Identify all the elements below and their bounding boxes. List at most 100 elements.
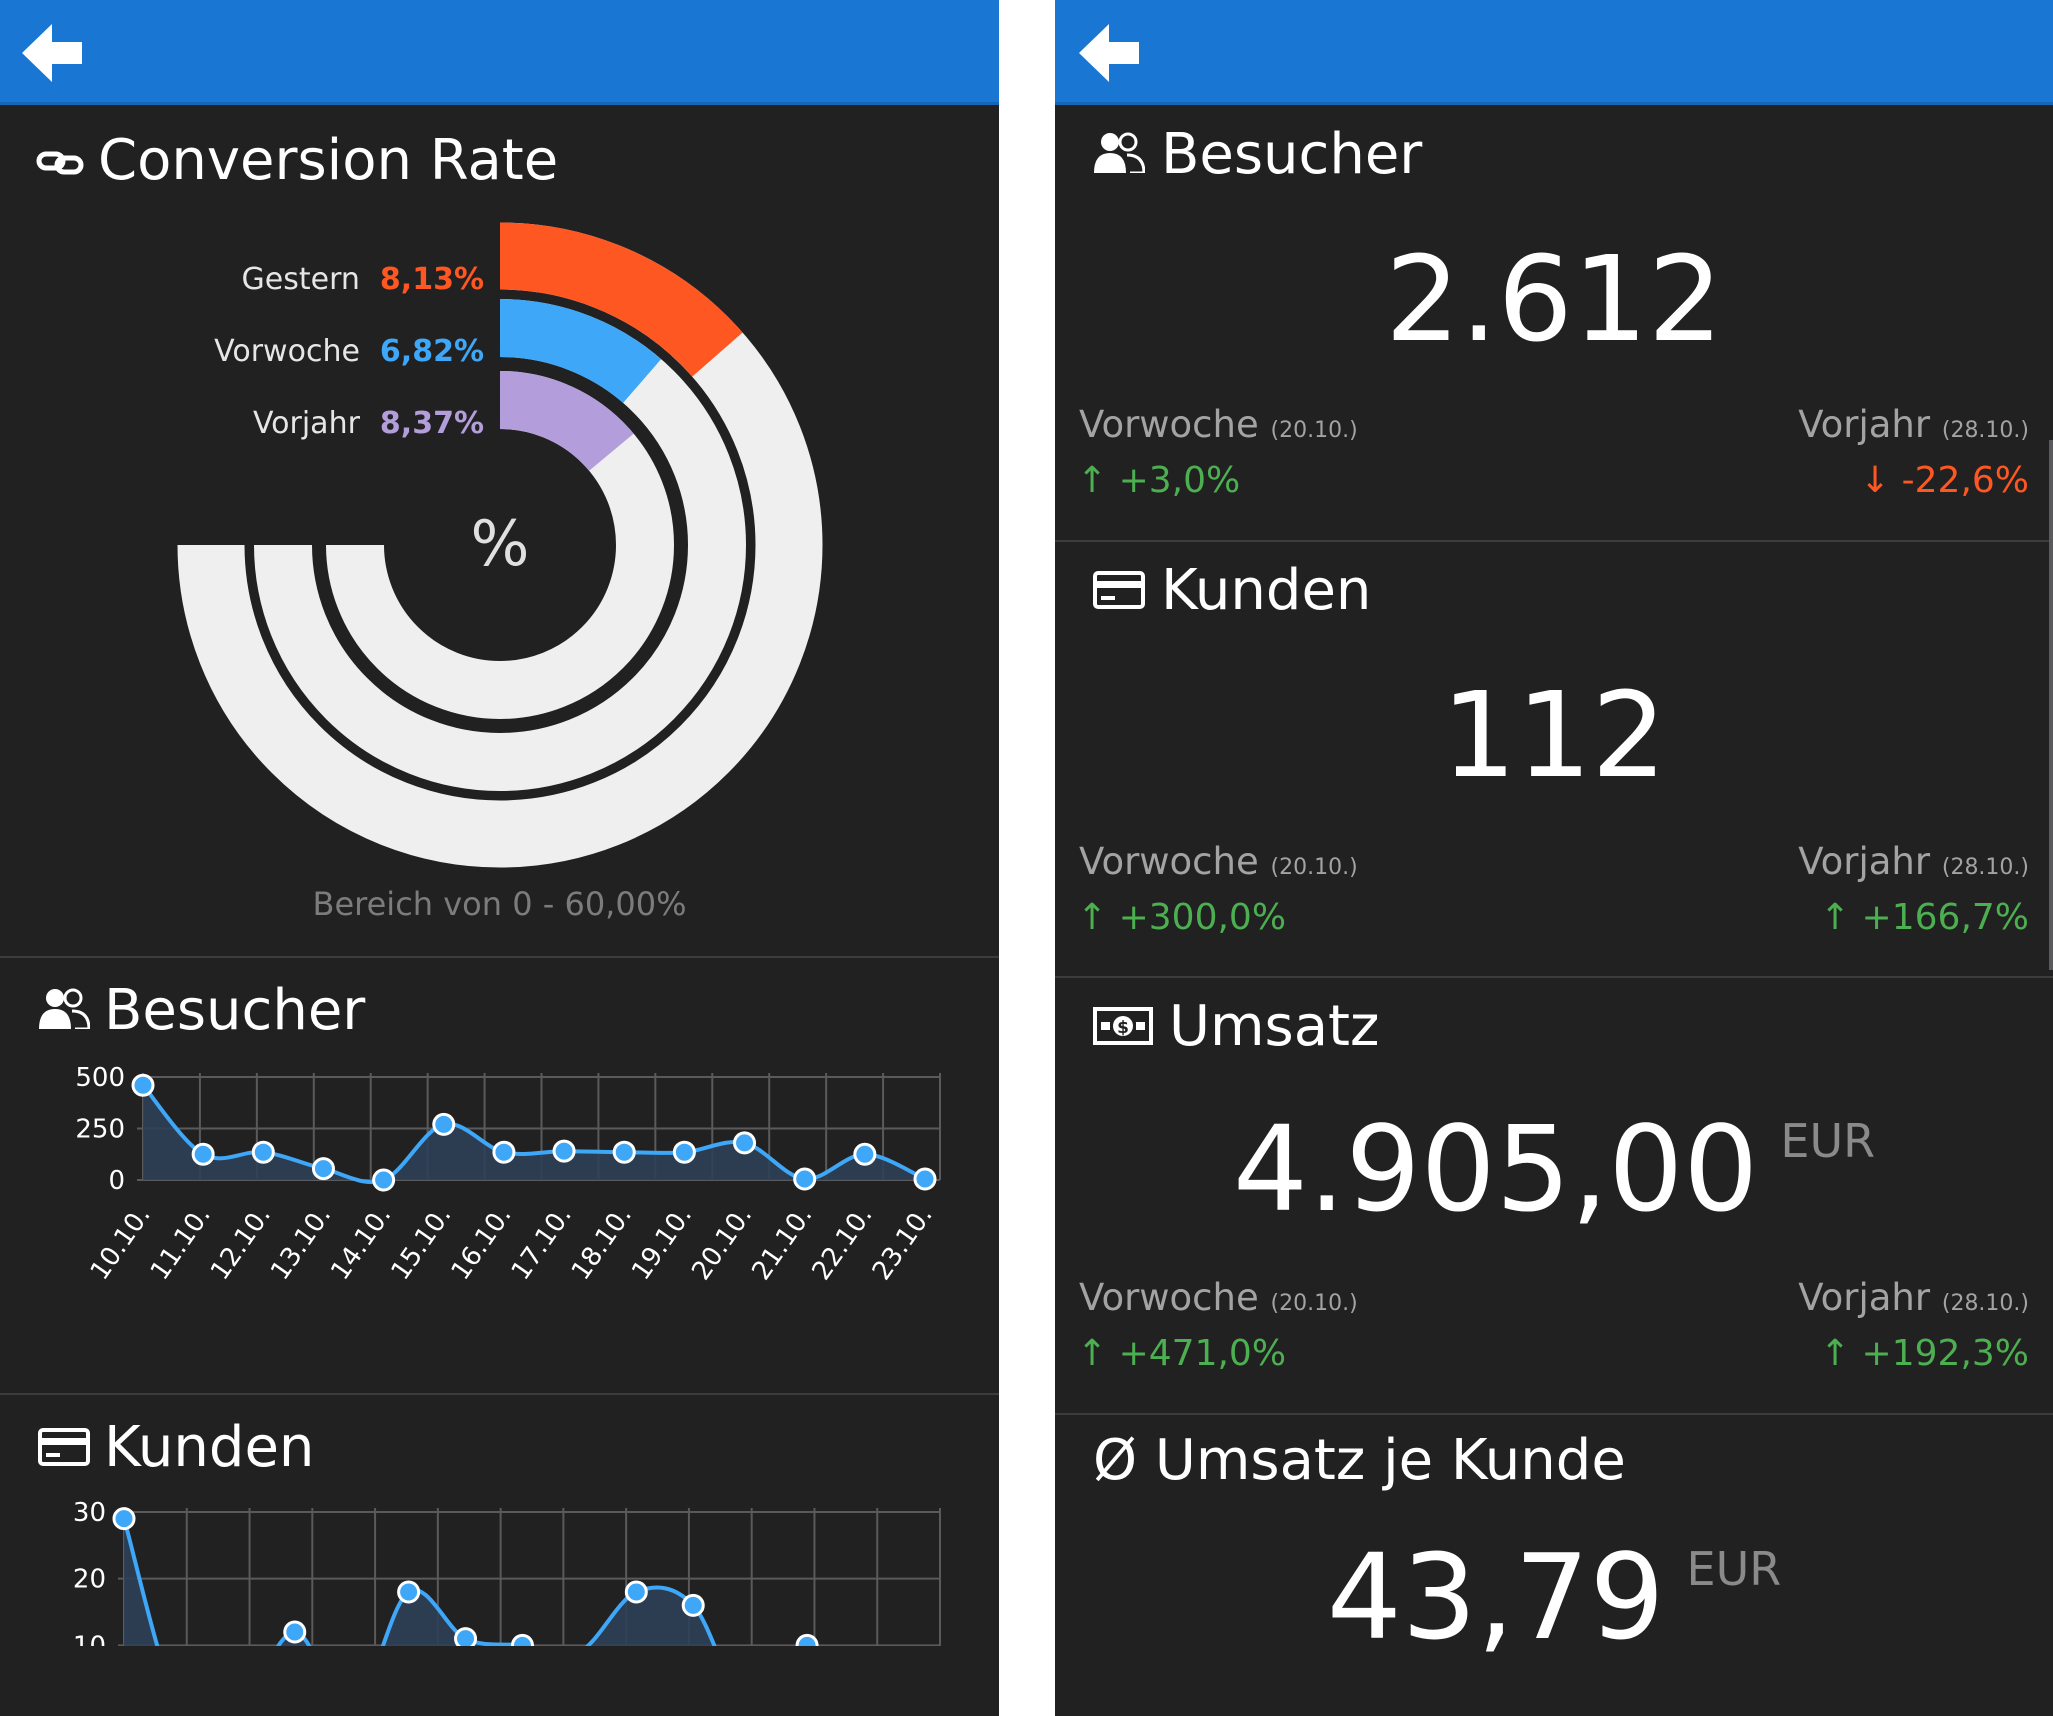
y-tick-label: 250 [75,1115,125,1145]
y-tick-label: 20 [73,1565,106,1595]
data-point[interactable] [283,1620,307,1644]
umsatz-cmp-vorjahr-value: ↑ +192,3% [1819,1333,2029,1374]
right-screen: Besucher 2.612 Vorwoche (20.10.) Vorjahr… [1055,0,2053,1716]
data-point[interactable] [681,1593,705,1617]
area-fill [124,1518,810,1646]
back-arrow-icon [22,24,82,82]
divider [1055,976,2053,978]
umsatz-title: $ Umsatz [1093,994,1379,1059]
kunden-cmp-vorjahr-label: Vorjahr (28.10.) [1798,840,2029,883]
ring-value-vorjahr [499,371,634,472]
data-point[interactable] [672,1140,696,1164]
percent-symbol: % [471,507,530,580]
umsatz-cmp-vorwoche-label: Vorwoche (20.10.) [1079,1276,1358,1319]
credit-card-icon [38,1415,90,1480]
x-tick-label: 13.10. [265,1201,337,1286]
conversion-rate-title: Conversion Rate [36,128,558,193]
x-tick-label: 18.10. [566,1201,638,1286]
besucher-cmp-vorwoche-value: ↑ +3,0% [1077,460,1241,501]
back-arrow-icon [1079,24,1139,82]
umsatz-cmp-vorjahr-label: Vorjahr (28.10.) [1798,1276,2029,1319]
legend-vorjahr: Vorjahr 8,37% [252,406,484,441]
kunden-cmp-vorwoche-label: Vorwoche (20.10.) [1079,840,1358,883]
back-button-left[interactable] [22,24,88,82]
kunden-cmp-vorwoche-value: ↑ +300,0% [1077,897,1287,938]
besucher-title: Besucher [1093,122,1422,187]
ring-value-vorwoche [499,299,662,404]
kunden-title: Kunden [1093,558,1371,623]
x-tick-label: 23.10. [867,1201,939,1286]
data-point[interactable] [552,1139,576,1163]
data-point[interactable] [432,1112,456,1136]
legend-gestern: Gestern 8,13% [241,262,484,297]
data-point[interactable] [612,1140,636,1164]
x-tick-label: 19.10. [626,1201,698,1286]
besucher-chart-title: Besucher [38,978,365,1043]
data-point[interactable] [191,1142,215,1166]
data-point[interactable] [251,1140,275,1164]
umsatz-je-kunde-value: 43,79 EUR [1326,1528,1782,1666]
divider [0,956,999,958]
link-icon [36,128,84,193]
y-tick-label: 0 [108,1166,125,1196]
range-text: Bereich von 0 - 60,00% [312,885,687,923]
y-tick-label: 10 [73,1631,106,1646]
area-fill [143,1085,925,1183]
besucher-cmp-vorjahr-value: ↓ -22,6% [1860,460,2029,501]
besucher-cmp-vorjahr-label: Vorjahr (28.10.) [1798,403,2029,446]
x-tick-label: 16.10. [446,1201,518,1286]
left-screen: Conversion Rate Gestern 8,13% Vorwoche 6… [0,0,999,1716]
app-bar-right [1055,0,2053,105]
umsatz-value: 4.905,00 EUR [1232,1100,1876,1238]
kunden-line-chart: 30 20 10 [73,1498,941,1646]
divider [1055,1413,2053,1415]
umsatz-unit: EUR [1780,1114,1876,1168]
x-tick-label: 12.10. [205,1201,277,1286]
ring-value-gestern [499,222,743,378]
y-tick-label: 30 [73,1498,106,1528]
x-tick-label: 15.10. [385,1201,457,1286]
besucher-value: 2.612 [1385,230,1723,368]
divider [0,1393,999,1395]
data-point[interactable] [372,1168,396,1192]
data-point[interactable] [510,1633,534,1646]
data-point[interactable] [397,1580,421,1604]
data-point[interactable] [131,1073,155,1097]
data-point[interactable] [733,1131,757,1155]
svg-text:$: $ [1117,1018,1129,1038]
x-tick-label: 21.10. [746,1201,818,1286]
scrollbar[interactable] [2049,440,2053,970]
data-point[interactable] [112,1507,136,1531]
x-tick-label: 20.10. [686,1201,758,1286]
series-line [122,1518,816,1646]
x-tick-label: 14.10. [325,1201,397,1286]
users-icon [38,978,91,1043]
data-point[interactable] [913,1167,937,1191]
data-point[interactable] [624,1580,648,1604]
data-point[interactable] [454,1627,478,1646]
back-button-right[interactable] [1079,24,1145,82]
x-tick-label: 10.10. [85,1201,157,1286]
umsatz-cmp-vorwoche-value: ↑ +471,0% [1077,1333,1287,1374]
credit-card-icon [1093,558,1145,623]
x-tick-label: 11.10. [145,1201,217,1286]
data-point[interactable] [492,1140,516,1164]
data-point[interactable] [793,1167,817,1191]
x-tick-label: 22.10. [807,1201,879,1286]
data-point[interactable] [311,1157,335,1181]
divider [1055,540,2053,542]
legend-vorwoche: Vorwoche 6,82% [214,334,484,369]
umsatz-je-kunde-unit: EUR [1686,1542,1782,1596]
umsatz-je-kunde-title: Ø Umsatz je Kunde [1093,1428,1626,1493]
conversion-radial-chart: % [177,222,823,868]
conversion-legend: Gestern 8,13% Vorwoche 6,82% Vorjahr 8,3… [0,258,484,458]
besucher-cmp-vorwoche-label: Vorwoche (20.10.) [1079,403,1358,446]
x-tick-label: 17.10. [506,1201,578,1286]
data-point[interactable] [853,1142,877,1166]
bottom-mask [0,1646,999,1716]
kunden-cmp-vorjahr-value: ↑ +166,7% [1819,897,2029,938]
kunden-value: 112 [1441,666,1667,804]
kunden-chart-title: Kunden [38,1415,314,1480]
users-icon [1093,122,1146,187]
data-point[interactable] [795,1633,819,1646]
